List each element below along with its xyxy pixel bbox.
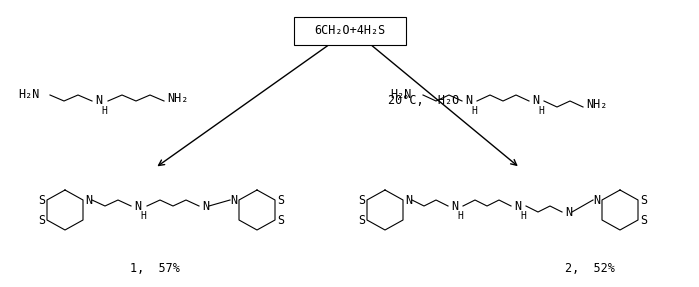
Text: 2,  52%: 2, 52% xyxy=(565,261,615,274)
Text: N: N xyxy=(85,193,92,207)
Text: S: S xyxy=(640,214,647,226)
Text: H: H xyxy=(140,211,146,221)
Text: N: N xyxy=(465,94,472,108)
Text: S: S xyxy=(277,193,284,207)
Text: 20°C,  H₂O: 20°C, H₂O xyxy=(388,94,459,106)
Text: H: H xyxy=(520,211,526,221)
Text: N: N xyxy=(593,193,600,207)
Text: N: N xyxy=(95,94,102,108)
Text: N: N xyxy=(230,193,237,207)
Text: N: N xyxy=(405,193,412,207)
Text: 6CH₂O+4H₂S: 6CH₂O+4H₂S xyxy=(315,24,386,38)
Text: H: H xyxy=(457,211,463,221)
Text: NH₂: NH₂ xyxy=(586,98,607,112)
FancyBboxPatch shape xyxy=(294,17,406,45)
Text: 1,  57%: 1, 57% xyxy=(130,261,180,274)
Text: S: S xyxy=(358,193,365,207)
Text: H: H xyxy=(538,106,544,116)
Text: N: N xyxy=(514,199,521,212)
Text: H₂N: H₂N xyxy=(18,88,39,102)
Text: S: S xyxy=(640,193,647,207)
Text: S: S xyxy=(277,214,284,226)
Text: S: S xyxy=(38,214,45,226)
Text: S: S xyxy=(358,214,365,226)
Text: N: N xyxy=(202,199,209,212)
Text: NH₂: NH₂ xyxy=(167,92,188,106)
Text: N: N xyxy=(565,205,572,218)
Text: S: S xyxy=(38,193,45,207)
Text: N: N xyxy=(532,94,539,108)
Text: N: N xyxy=(451,199,458,212)
Text: N: N xyxy=(134,199,141,212)
Text: H₂N: H₂N xyxy=(390,88,412,102)
Text: H: H xyxy=(471,106,477,116)
Text: H: H xyxy=(101,106,107,116)
